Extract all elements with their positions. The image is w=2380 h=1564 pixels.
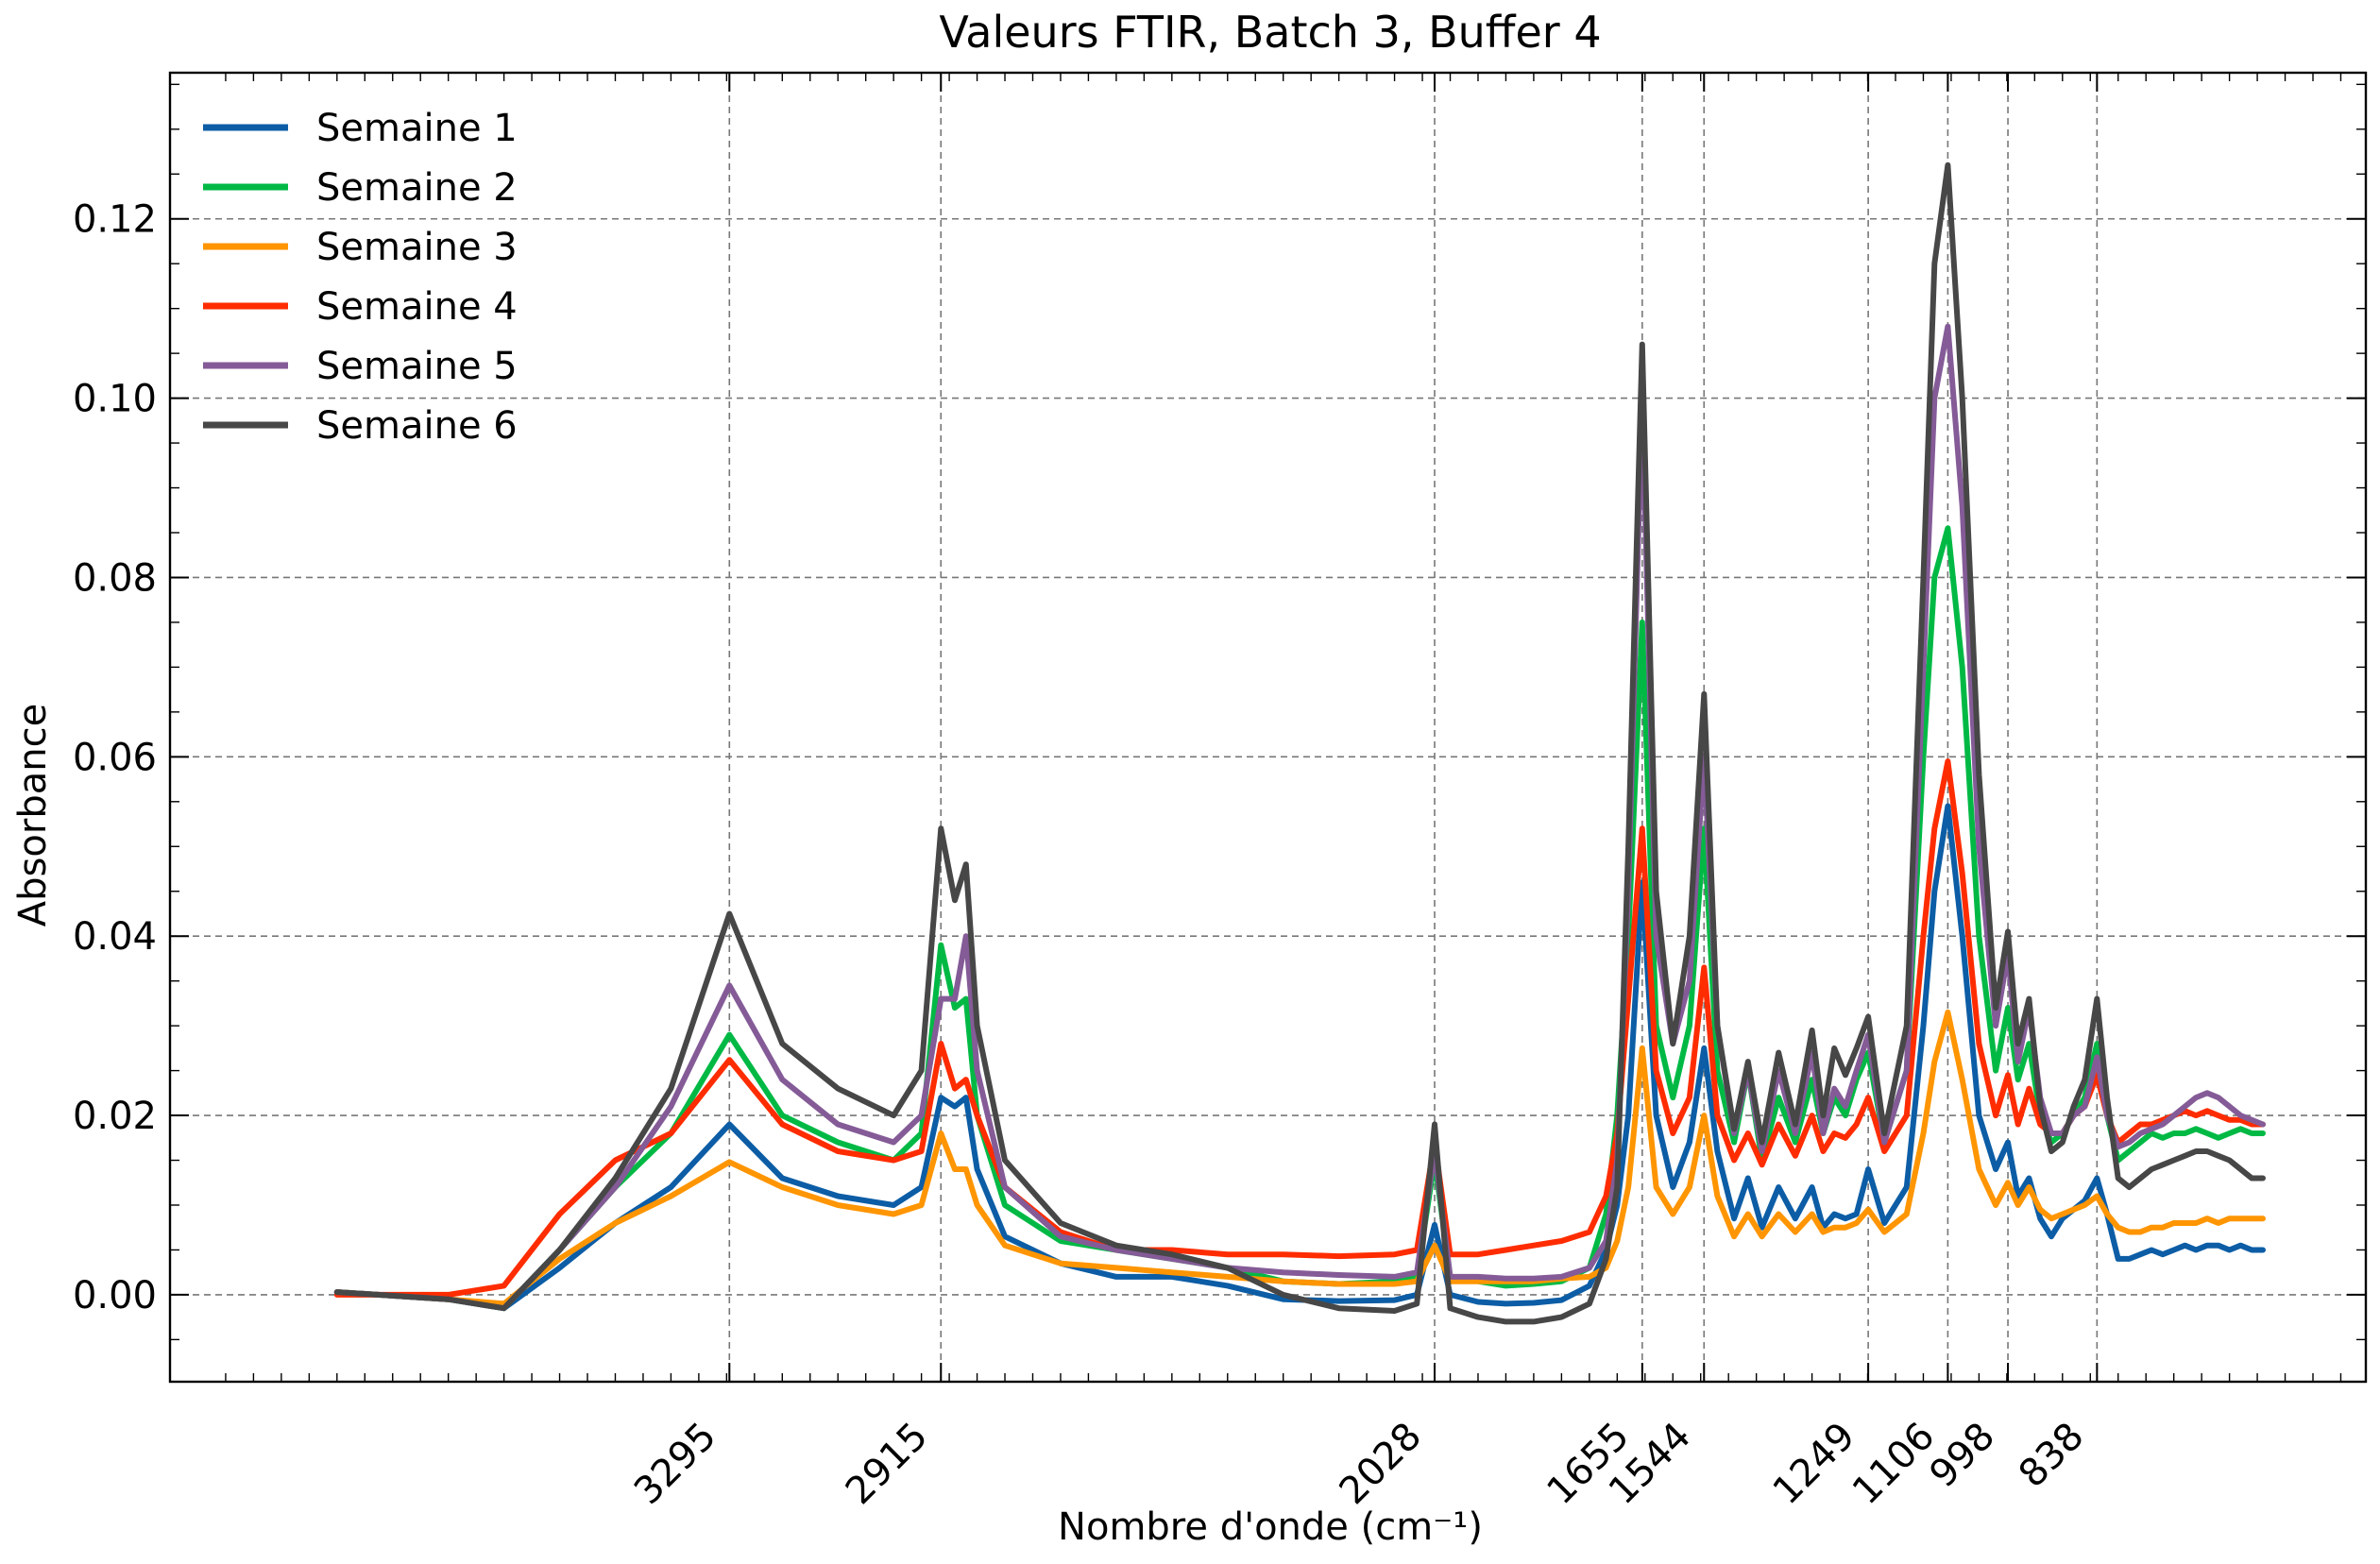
legend-label: Semaine 2 xyxy=(316,166,518,210)
legend-label: Semaine 6 xyxy=(316,404,518,448)
y-tick-label: 0.06 xyxy=(73,736,157,779)
series-lines xyxy=(333,162,2266,1325)
y-tick-label: 0.12 xyxy=(73,198,157,242)
chart-title: Valeurs FTIR, Batch 3, Buffer 4 xyxy=(939,7,1601,58)
legend-label: Semaine 3 xyxy=(316,226,518,269)
legend-label: Semaine 1 xyxy=(316,107,518,150)
legend-label: Semaine 5 xyxy=(316,345,518,388)
series-line xyxy=(333,1009,2266,1307)
y-tick-label: 0.00 xyxy=(73,1274,157,1318)
x-axis-label: Nombre d'onde (cm⁻¹) xyxy=(1058,1505,1483,1549)
grid-lines xyxy=(170,73,2366,1382)
y-axis-label: Absorbance xyxy=(11,704,55,926)
y-tick-label: 0.02 xyxy=(73,1095,157,1138)
plot-frame xyxy=(168,71,2368,1384)
legend: Semaine 1 Semaine 2 Semaine 3 Semaine 4 Sema… xyxy=(203,107,518,448)
y-tick-label: 0.10 xyxy=(73,378,157,421)
series-line xyxy=(333,803,2266,1312)
y-tick-label: 0.04 xyxy=(73,915,157,959)
legend-label: Semaine 4 xyxy=(316,285,518,329)
series-line xyxy=(333,162,2266,1325)
y-tick-label: 0.08 xyxy=(73,556,157,600)
